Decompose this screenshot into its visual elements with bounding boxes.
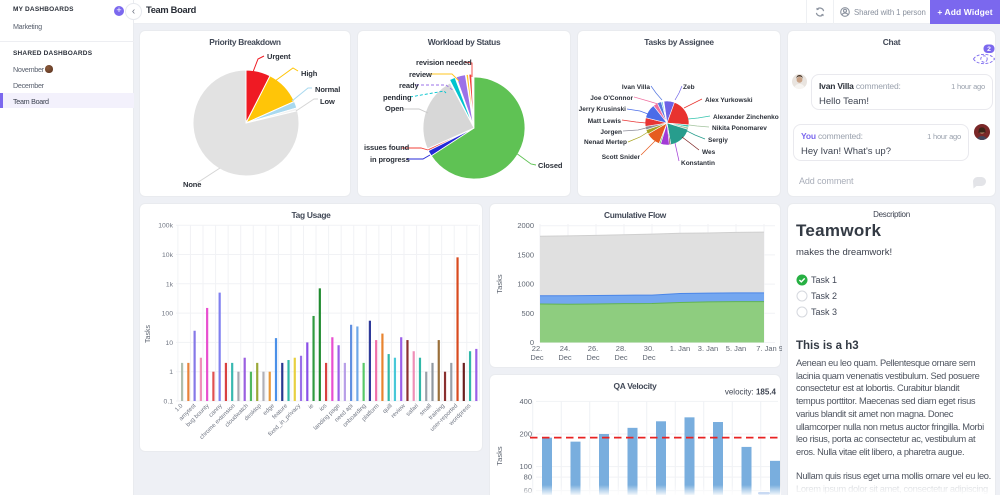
svg-text:revision needed: revision needed: [416, 58, 472, 67]
svg-text:400: 400: [519, 397, 532, 406]
svg-text:26.: 26.: [588, 344, 598, 353]
svg-text:pending: pending: [383, 93, 412, 102]
svg-text:Alexander Zinchenko: Alexander Zinchenko: [713, 114, 779, 121]
svg-text:30.: 30.: [644, 344, 654, 353]
svg-text:22.: 22.: [532, 344, 542, 353]
svg-text:24.: 24.: [560, 344, 570, 353]
svg-text:Tasks: Tasks: [495, 446, 504, 465]
svg-text:100: 100: [162, 311, 174, 318]
svg-text:Matt Lewis: Matt Lewis: [588, 118, 622, 125]
svg-text:7. Jan: 7. Jan: [756, 344, 776, 353]
svg-text:Closed: Closed: [538, 161, 563, 170]
svg-text:0.1: 0.1: [164, 399, 174, 406]
svg-text:Open: Open: [385, 104, 404, 113]
svg-text:review: review: [390, 403, 407, 420]
svg-text:1500: 1500: [517, 250, 534, 259]
svg-text:0: 0: [530, 338, 534, 347]
svg-text:Wes: Wes: [702, 149, 716, 156]
svg-text:quill: quill: [382, 403, 394, 415]
svg-text:Dec: Dec: [530, 353, 544, 362]
svg-text:9...: 9...: [779, 344, 782, 353]
svg-text:velocity: 185.4: velocity: 185.4: [725, 388, 777, 397]
svg-text:5. Jan: 5. Jan: [726, 344, 746, 353]
svg-text:Tasks: Tasks: [145, 325, 152, 343]
svg-text:Nikita Ponomarev: Nikita Ponomarev: [712, 125, 767, 132]
svg-text:3. Jan: 3. Jan: [698, 344, 718, 353]
svg-text:2000: 2000: [517, 221, 534, 230]
svg-text:safari: safari: [405, 403, 420, 418]
svg-text:Alex Yurkowski: Alex Yurkowski: [705, 97, 753, 104]
svg-text:28.: 28.: [616, 344, 626, 353]
svg-text:High: High: [301, 69, 318, 78]
svg-text:in progress: in progress: [370, 155, 410, 164]
svg-text:Dec: Dec: [642, 353, 656, 362]
svg-text:Nenad Mertep: Nenad Mertep: [584, 139, 627, 146]
svg-text:1.0: 1.0: [174, 403, 185, 414]
svg-text:ready: ready: [399, 81, 419, 90]
svg-text:review: review: [409, 70, 432, 79]
svg-text:Urgent: Urgent: [267, 52, 291, 61]
svg-text:Dec: Dec: [614, 353, 628, 362]
svg-text:10: 10: [165, 340, 173, 347]
svg-text:1k: 1k: [166, 281, 174, 288]
svg-text:2: 2: [987, 46, 991, 53]
svg-text:Jerry Krusinski: Jerry Krusinski: [579, 106, 627, 113]
svg-text:500: 500: [521, 309, 534, 318]
svg-text:Ivan Villa: Ivan Villa: [622, 84, 650, 91]
svg-text:1. Jan: 1. Jan: [670, 344, 690, 353]
svg-text:Sergiy: Sergiy: [708, 137, 728, 144]
svg-text:Jorgen: Jorgen: [600, 129, 622, 136]
svg-text:Normal: Normal: [315, 85, 340, 94]
svg-text:1000: 1000: [517, 280, 534, 289]
svg-text:100: 100: [519, 462, 532, 471]
svg-text:Dec: Dec: [586, 353, 600, 362]
svg-text:Tasks: Tasks: [495, 274, 504, 293]
svg-text:Joe O'Connor: Joe O'Connor: [590, 95, 633, 102]
svg-text:Low: Low: [320, 97, 335, 106]
svg-text:Scott Snider: Scott Snider: [602, 154, 641, 161]
svg-text:10k: 10k: [162, 252, 174, 259]
svg-text:None: None: [183, 180, 201, 189]
svg-text:Zeb: Zeb: [683, 84, 695, 91]
svg-text:Dec: Dec: [558, 353, 572, 362]
svg-text:ios: ios: [319, 403, 329, 413]
svg-text:ie: ie: [308, 403, 316, 411]
svg-text:1: 1: [169, 369, 173, 376]
svg-text:100k: 100k: [158, 223, 173, 230]
svg-text:Konstantin: Konstantin: [681, 160, 715, 167]
svg-text:200: 200: [519, 430, 532, 439]
svg-text:issues found: issues found: [364, 143, 410, 152]
svg-text:80: 80: [524, 473, 532, 482]
